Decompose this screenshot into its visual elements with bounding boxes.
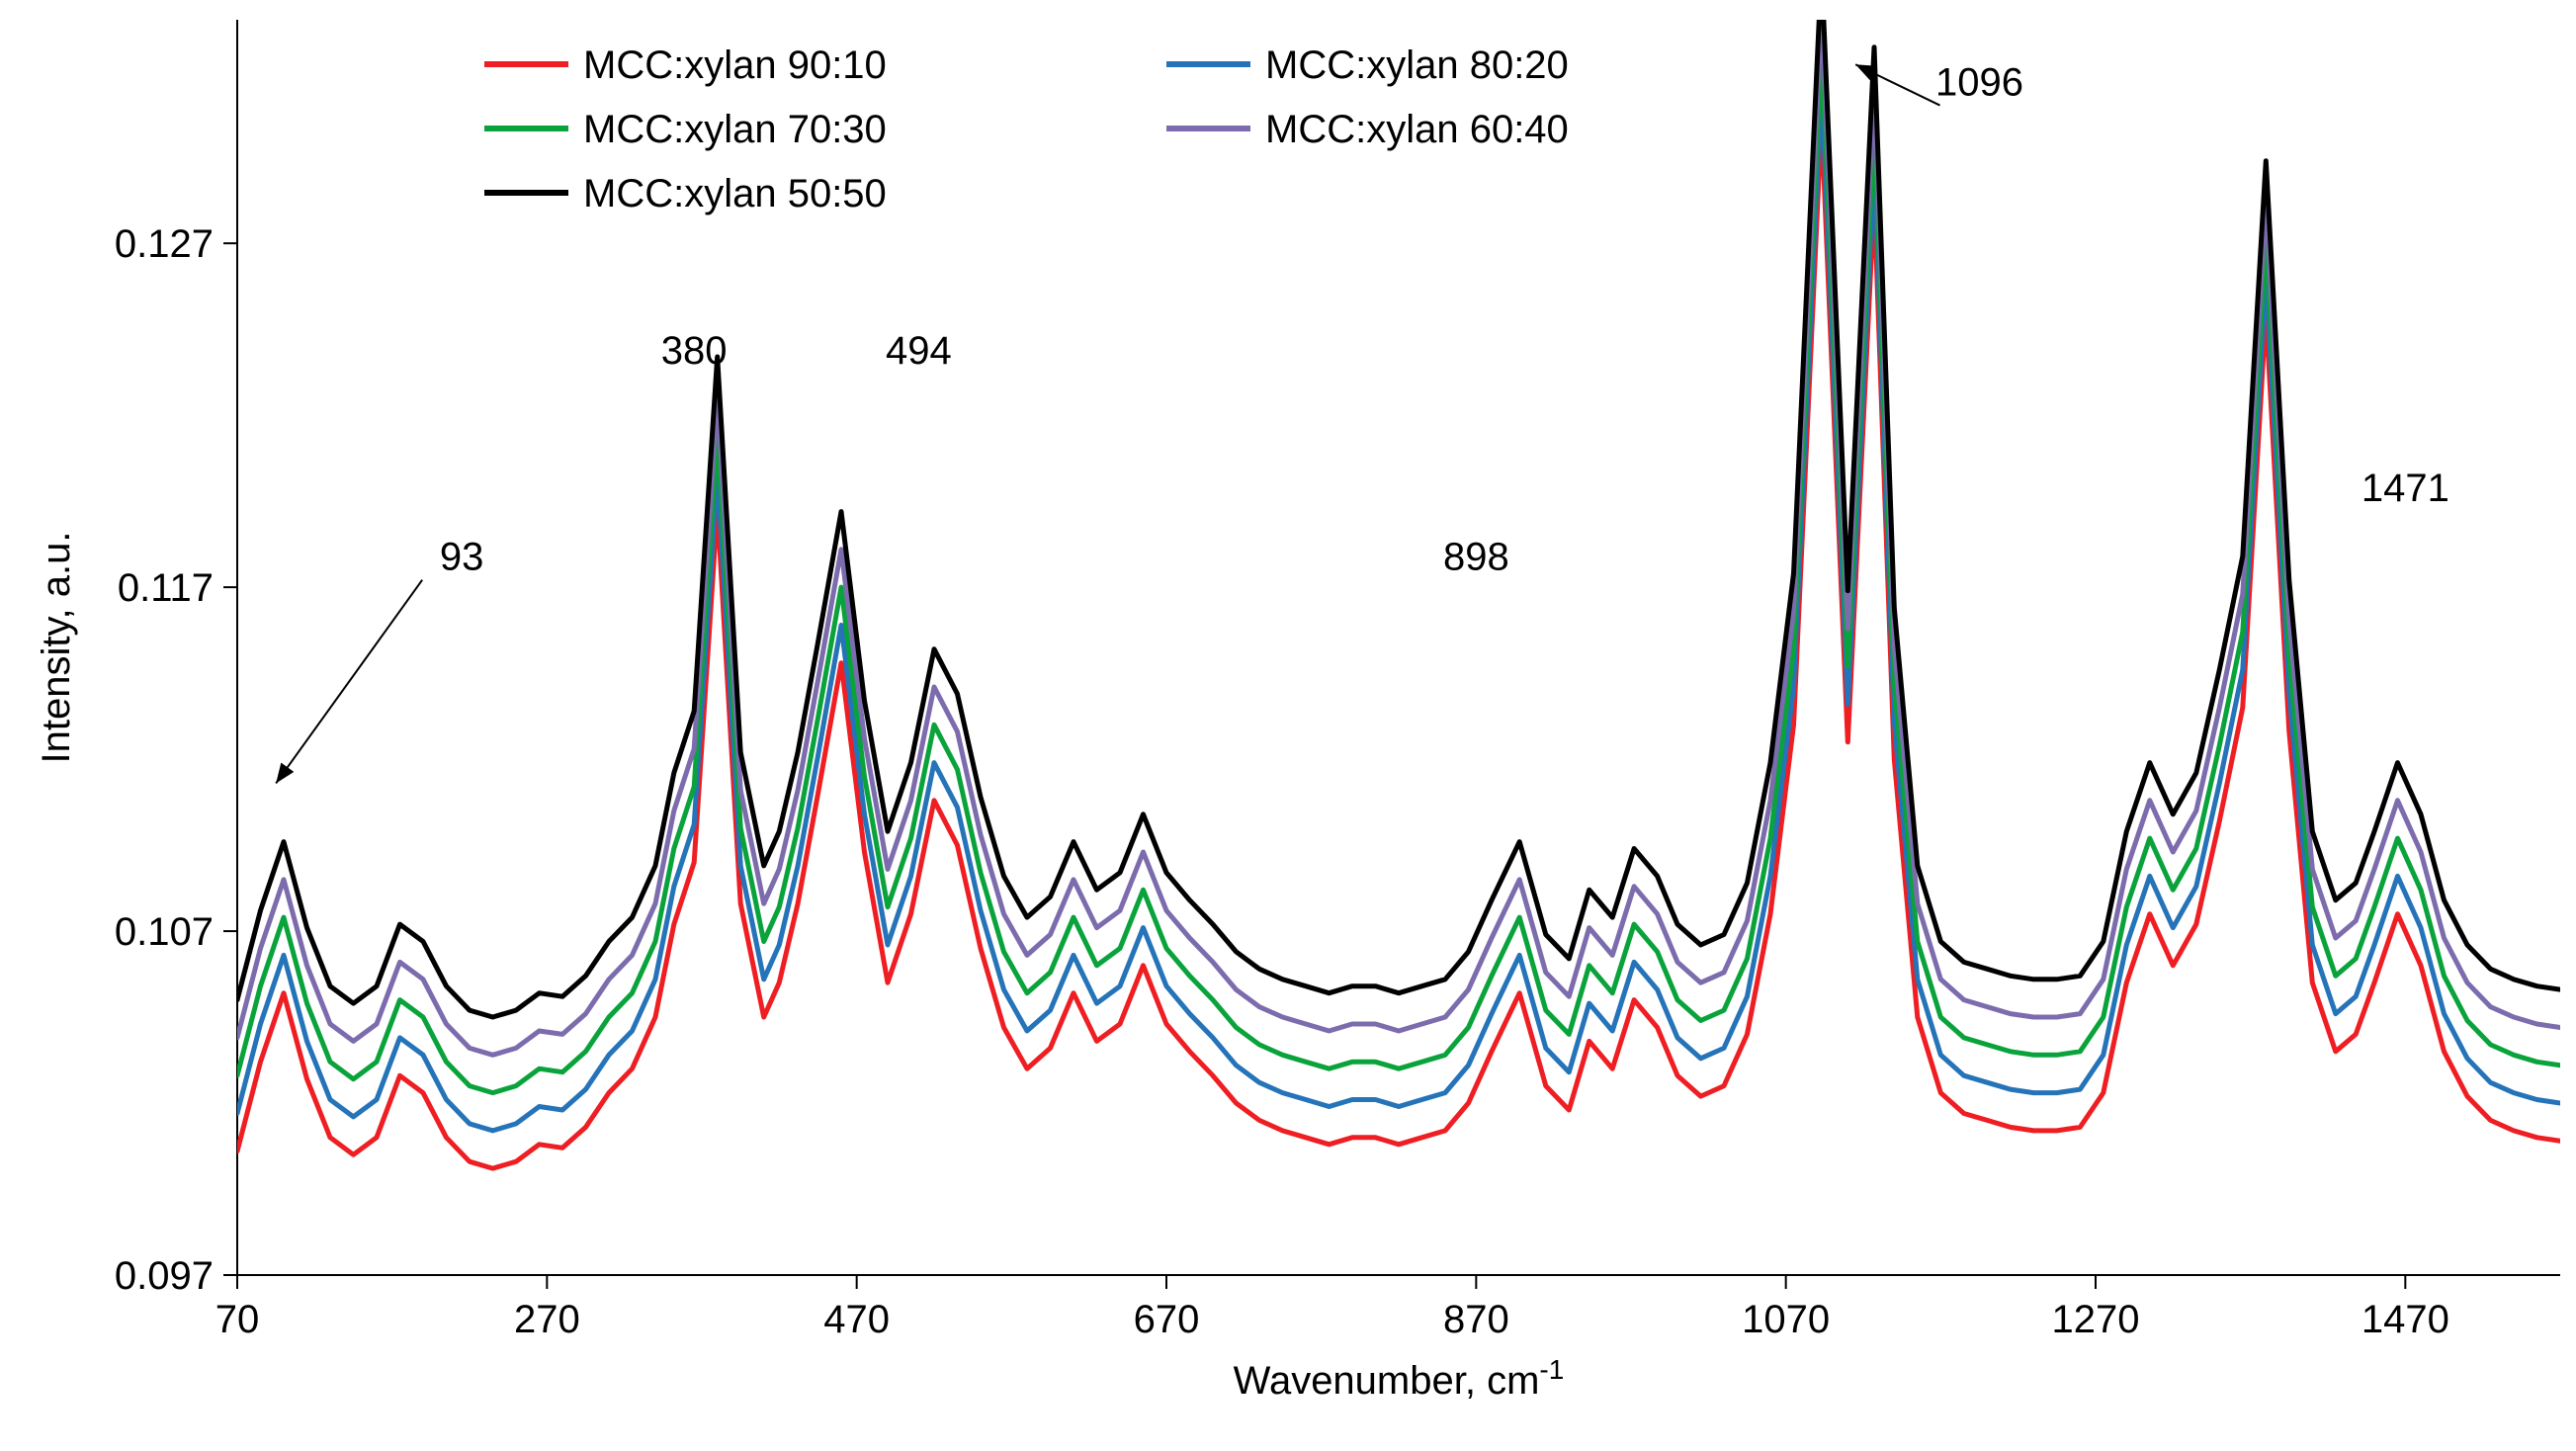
y-tick-label: 0.107 (115, 910, 214, 954)
y-axis-label: Intensity, a.u. (35, 532, 78, 764)
chart-svg: 70 270 470 670 870 1070 1270 1470 0.097 0.107 0.11… (0, 0, 2576, 1451)
y-tick-label: 0.117 (118, 566, 214, 610)
peak-label: 1471 (2361, 467, 2449, 510)
peak-label: 1096 (1935, 61, 2023, 105)
peak-label: 494 (886, 329, 952, 373)
legend-label: MCC:xylan 60:40 (1265, 108, 1569, 151)
x-tick-label: 470 (823, 1298, 890, 1341)
x-axis-label: Wavenumber, cm-1 (1234, 1354, 1565, 1404)
peak-label: 93 (440, 536, 484, 579)
legend-label: MCC:xylan 90:10 (583, 43, 887, 87)
x-tick-label: 670 (1134, 1298, 1200, 1341)
legend-label: MCC:xylan 80:20 (1265, 43, 1569, 87)
peak-label: 380 (661, 329, 728, 373)
y-tick-label: 0.127 (115, 222, 214, 266)
spectrum-chart: 70 270 470 670 870 1070 1270 1470 0.097 0.107 0.11… (0, 0, 2576, 1451)
x-tick-label: 70 (215, 1298, 260, 1341)
x-tick-label: 870 (1443, 1298, 1509, 1341)
y-tick-label: 0.097 (115, 1254, 214, 1298)
x-tick-label: 1070 (1742, 1298, 1830, 1341)
x-tick-label: 1470 (2361, 1298, 2449, 1341)
legend-label: MCC:xylan 70:30 (583, 108, 887, 151)
x-tick-label: 1270 (2052, 1298, 2140, 1341)
legend-label: MCC:xylan 50:50 (583, 172, 887, 215)
x-tick-label: 270 (514, 1298, 580, 1341)
peak-label: 898 (1443, 536, 1509, 579)
